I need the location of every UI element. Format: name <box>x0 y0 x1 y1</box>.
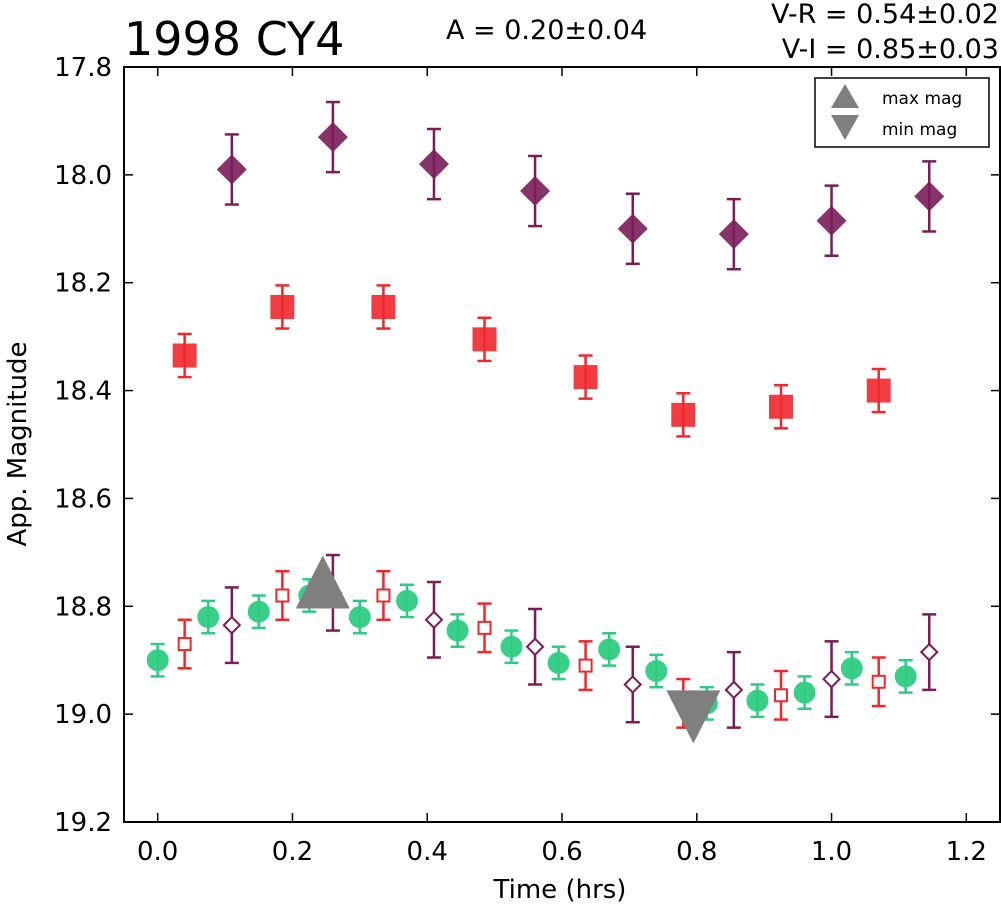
legend-label-max-mag: max mag <box>882 89 962 109</box>
x-tick-label: 0.6 <box>541 837 582 867</box>
data-point-diamond <box>520 176 551 207</box>
legend-label-min-mag: min mag <box>882 120 957 140</box>
max-mag-marker <box>295 555 350 609</box>
data-point-circle <box>840 657 863 680</box>
data-point-square-open <box>578 658 593 673</box>
x-tick-label: 1.2 <box>946 837 987 867</box>
legend-max-mag-icon <box>831 84 859 108</box>
data-point-circle <box>598 638 621 661</box>
data-point-square <box>371 294 396 319</box>
data-point-diamond <box>216 154 247 185</box>
data-point-diamond-open <box>424 610 444 630</box>
object-name-title: 1998 CY4 <box>124 12 345 66</box>
y-tick-label: 18.0 <box>54 161 112 191</box>
data-point-circle <box>247 600 270 623</box>
data-point-circle <box>446 619 469 642</box>
legend: max mag min mag <box>814 77 990 148</box>
data-point-diamond <box>816 205 847 236</box>
y-tick-label: 19.0 <box>54 700 112 730</box>
x-tick-label: 0.4 <box>407 837 448 867</box>
x-tick-label: 0.2 <box>272 837 313 867</box>
axis-ticks: 0.0 0.2 0.4 0.6 0.8 1.0 1.2 17.8 18.0 18.2 18.4 18.… <box>54 53 1000 867</box>
x-axis-label: Time (hrs) <box>493 875 627 904</box>
x-tick-label: 0.8 <box>676 837 717 867</box>
data-point-diamond-open <box>822 669 841 689</box>
data-point-square-open <box>477 620 492 635</box>
amplitude-label: A = 0.20±0.04 <box>446 15 648 46</box>
data-point-square-open <box>871 674 886 689</box>
data-point-circle <box>894 665 917 688</box>
data-point-diamond-open <box>623 675 643 694</box>
x-tick-label: 1.0 <box>811 837 852 867</box>
data-point-diamond <box>914 181 945 212</box>
data-point-square-open <box>376 588 391 603</box>
data-point-circle <box>500 635 523 658</box>
x-tick-label: 0.0 <box>137 837 178 867</box>
min-mag-marker <box>666 690 721 744</box>
data-point-square <box>270 294 295 319</box>
data-point-square-open <box>774 688 788 703</box>
data-point-circle <box>197 606 220 629</box>
data-point-square <box>472 327 497 352</box>
data-point-circle <box>348 606 371 629</box>
data-point-diamond-open <box>919 642 939 662</box>
y-tick-label: 18.8 <box>54 592 112 622</box>
data-point-square-open <box>177 637 192 652</box>
data-point-diamond <box>617 213 648 244</box>
y-tick-label: 18.6 <box>54 484 112 514</box>
color-index-vr: V-R = 0.54±0.02 <box>770 0 999 30</box>
data-point-square <box>573 365 598 390</box>
y-tick-label: 18.4 <box>54 377 112 407</box>
data-point-square <box>769 394 793 419</box>
plot-frame <box>123 66 1001 823</box>
data-point-diamond <box>317 122 348 153</box>
color-index-vi: V-I = 0.85±0.03 <box>781 34 999 65</box>
data-point-square <box>671 402 696 427</box>
data-point-circle <box>146 649 169 672</box>
data-point-diamond <box>718 219 749 250</box>
data-point-circle <box>793 681 816 704</box>
data-point-square-open <box>275 588 290 603</box>
data-point-circle <box>547 651 570 674</box>
y-tick-label: 18.2 <box>54 269 112 299</box>
y-tick-label: 19.2 <box>54 808 112 838</box>
legend-min-mag-icon <box>831 115 859 140</box>
data-marks <box>146 100 945 744</box>
data-point-diamond-open <box>724 680 744 700</box>
y-axis-label: App. Magnitude <box>3 341 33 546</box>
data-point-circle <box>746 689 769 712</box>
data-point-square <box>866 378 891 403</box>
data-point-circle <box>396 589 419 612</box>
y-tick-label: 17.8 <box>54 53 112 83</box>
data-point-diamond-open <box>222 615 242 635</box>
data-point-diamond-open <box>525 637 545 657</box>
data-point-diamond <box>418 149 449 180</box>
data-point-square <box>172 343 197 368</box>
data-point-circle <box>645 660 668 682</box>
